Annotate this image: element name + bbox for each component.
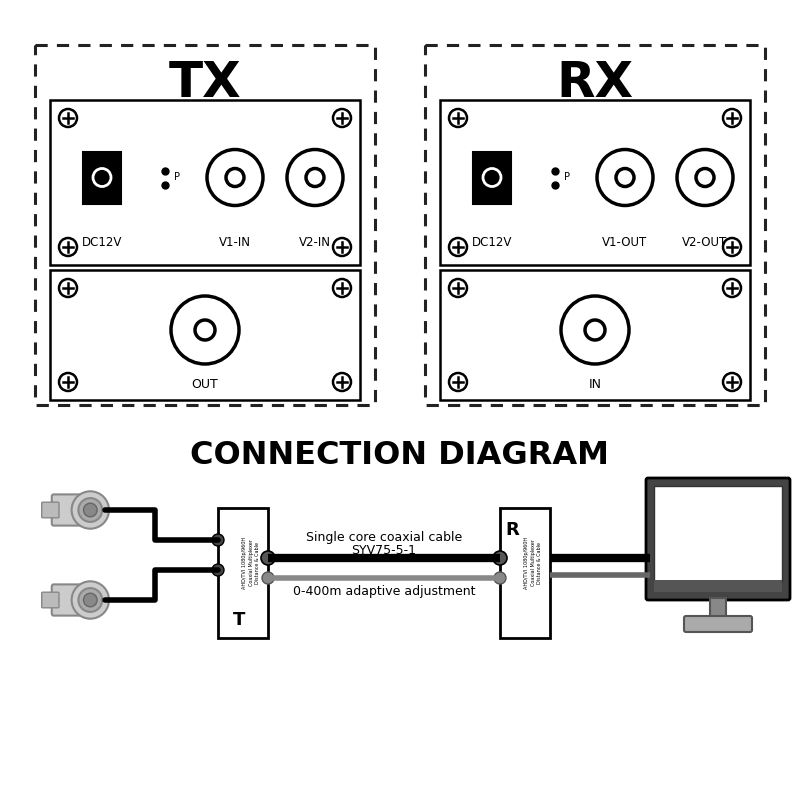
Text: OUT: OUT [192,378,218,390]
Circle shape [723,109,741,127]
Circle shape [723,238,741,256]
Circle shape [723,373,741,391]
Text: IN: IN [589,378,602,390]
Text: V1-OUT: V1-OUT [602,237,648,250]
FancyBboxPatch shape [42,502,59,518]
Bar [440,100,750,265]
Bar [50,100,360,265]
Text: P: P [564,173,570,182]
FancyBboxPatch shape [52,584,97,616]
Bar [425,45,765,405]
Bar [50,270,360,400]
Text: P: P [174,173,180,182]
FancyBboxPatch shape [52,494,97,526]
Circle shape [449,109,467,127]
Bar [218,508,268,638]
Text: CONNECTION DIAGRAM: CONNECTION DIAGRAM [190,439,610,470]
Bar [654,486,782,582]
Circle shape [212,564,224,576]
Circle shape [59,279,77,297]
Circle shape [333,238,351,256]
FancyBboxPatch shape [42,592,59,608]
Circle shape [287,150,343,206]
Circle shape [72,491,109,529]
Text: R: R [505,521,519,539]
Circle shape [449,238,467,256]
Text: V2-IN: V2-IN [299,237,331,250]
Circle shape [261,551,275,565]
Bar [473,151,511,203]
Circle shape [78,498,102,522]
Text: DC12V: DC12V [82,237,122,250]
Circle shape [449,279,467,297]
Circle shape [449,373,467,391]
FancyBboxPatch shape [646,478,790,600]
Text: Single core coaxial cable: Single core coaxial cable [306,531,462,545]
Text: SYV75-5-1: SYV75-5-1 [351,545,417,558]
Text: RX: RX [557,59,634,107]
Text: V1-IN: V1-IN [219,237,251,250]
Circle shape [207,150,263,206]
Circle shape [597,150,653,206]
Circle shape [333,109,351,127]
Circle shape [171,296,239,364]
Circle shape [59,238,77,256]
Circle shape [333,279,351,297]
Circle shape [561,296,629,364]
Circle shape [59,109,77,127]
Bar [500,508,550,638]
Text: DC12V: DC12V [472,237,512,250]
Bar [654,580,782,592]
Circle shape [494,572,506,584]
Circle shape [83,503,97,517]
Bar [440,270,750,400]
Bar [83,151,121,203]
Bar [35,45,375,405]
Text: 0-400m adaptive adjustment: 0-400m adaptive adjustment [293,586,475,598]
Circle shape [262,572,274,584]
Text: V2-OUT: V2-OUT [682,237,728,250]
Bar [710,598,726,620]
Text: AHD/TVI 1080p/960H
Coaxial Multiplexer
Distance & Cable: AHD/TVI 1080p/960H Coaxial Multiplexer D… [242,537,260,589]
Circle shape [78,588,102,612]
Circle shape [83,594,97,606]
Circle shape [212,534,224,546]
Circle shape [59,373,77,391]
Text: AHD/TVI 1080p/960H
Coaxial Multiplexer
Distance & Cable: AHD/TVI 1080p/960H Coaxial Multiplexer D… [524,537,542,589]
Circle shape [333,373,351,391]
FancyBboxPatch shape [684,616,752,632]
Circle shape [677,150,733,206]
Text: TX: TX [169,59,242,107]
Circle shape [723,279,741,297]
Circle shape [493,551,507,565]
Text: T: T [233,611,245,629]
Circle shape [72,582,109,618]
